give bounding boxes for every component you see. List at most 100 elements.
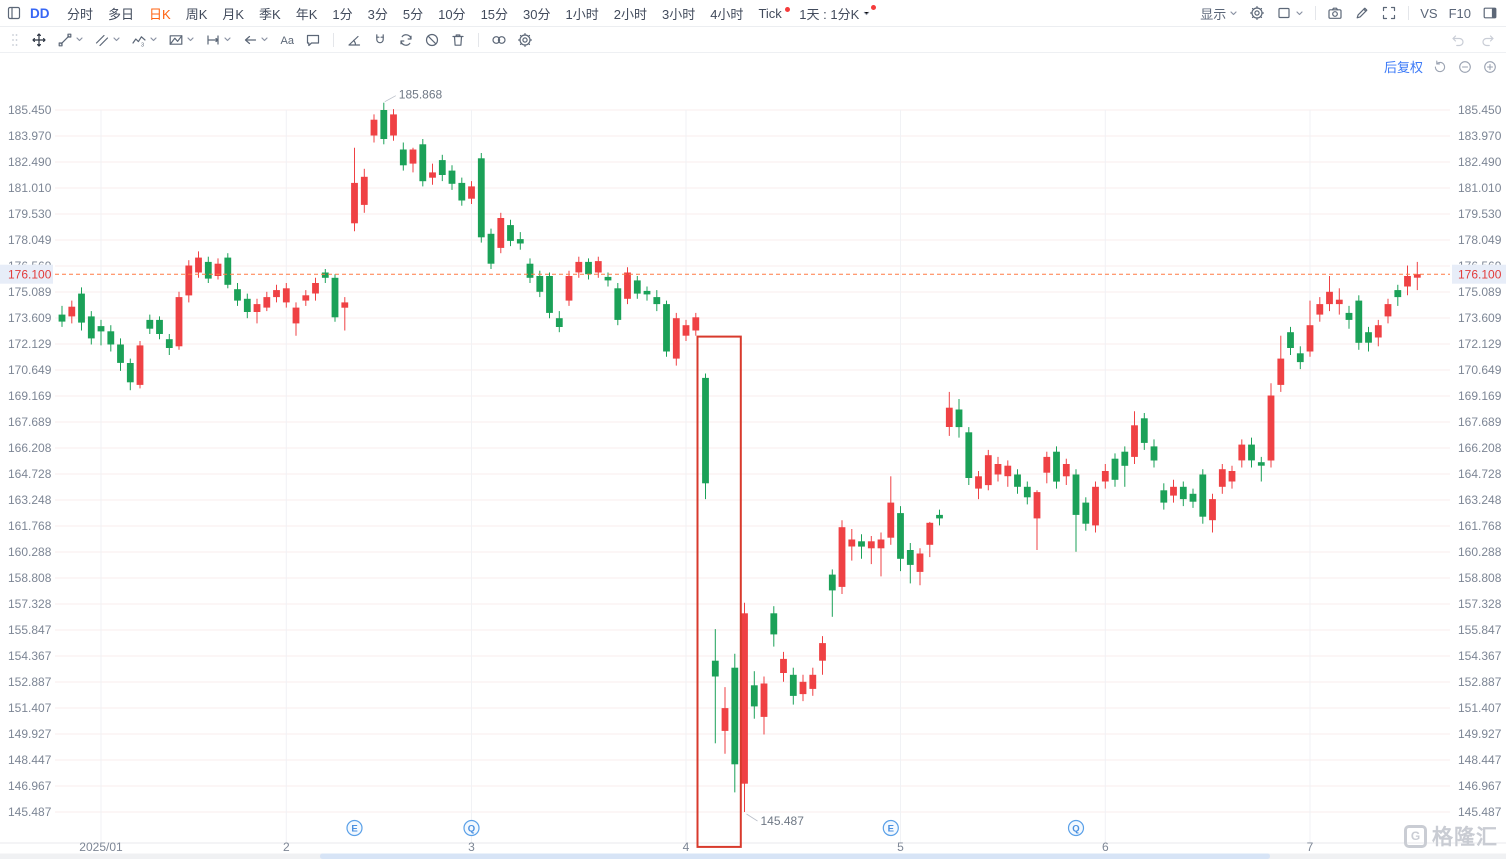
candle (633, 280, 641, 294)
candlesticks[interactable] (58, 102, 1421, 812)
candle (711, 660, 719, 677)
svg-text:4: 4 (683, 840, 690, 854)
hide-drawings-tool[interactable] (419, 32, 445, 48)
divider (1315, 6, 1317, 20)
timeframe-3[interactable]: 日K (149, 6, 171, 22)
camera-icon (1327, 5, 1343, 21)
timeframe-6[interactable]: 季K (259, 6, 281, 22)
ban-icon (424, 32, 440, 48)
pattern-tool[interactable] (163, 32, 200, 48)
indicator-settings-button[interactable] (1249, 5, 1265, 21)
timeframe-4[interactable]: 周K (185, 6, 208, 22)
candle (234, 289, 241, 301)
arrow-tool[interactable] (237, 32, 274, 48)
candle (1092, 486, 1099, 526)
candle (692, 317, 700, 331)
chart-style-button[interactable] (1276, 5, 1304, 21)
svg-text:175.089: 175.089 (8, 285, 52, 299)
channel-tool[interactable] (89, 32, 126, 48)
timeframe-7[interactable]: 年K (295, 6, 318, 22)
event-marker-E (882, 819, 899, 837)
timeframe-12[interactable]: 15分 (480, 6, 509, 22)
watermark: G 格隆汇 (1404, 821, 1498, 851)
trend-line-tool[interactable] (52, 32, 89, 48)
custom-timeframe-button[interactable]: 1天 : 1分K (789, 4, 877, 23)
divider (1408, 6, 1410, 20)
right-panel-button[interactable] (1482, 5, 1498, 21)
timeframe-5[interactable]: 月K (222, 6, 245, 22)
layout-panel-icon[interactable] (6, 5, 22, 21)
chart-scrollbar[interactable] (0, 853, 1506, 859)
candlestick-chart[interactable]: 后复权 G 格隆汇 185.450 183.970 182.490 181.010 17… (0, 53, 1506, 859)
undo-icon[interactable] (1450, 32, 1466, 48)
cursor-tool[interactable] (26, 32, 52, 48)
timeframe-11[interactable]: 10分 (438, 6, 466, 22)
annotate-button[interactable] (1354, 5, 1370, 21)
candle (575, 261, 583, 273)
svg-text:163.248: 163.248 (1458, 493, 1502, 507)
svg-text:151.407: 151.407 (8, 701, 52, 715)
candle (897, 513, 904, 559)
wave-tool[interactable]: 3 (126, 32, 163, 48)
candle (848, 539, 856, 547)
svg-text:148.447: 148.447 (1458, 753, 1502, 767)
candle (702, 377, 709, 484)
drag-handle-icon[interactable] (2, 32, 26, 48)
candle (760, 683, 768, 717)
draw-settings-tool[interactable] (512, 32, 538, 48)
timeframe-8[interactable]: 1分 (332, 6, 353, 22)
compare-button[interactable]: VS (1420, 6, 1437, 21)
candle (1267, 395, 1275, 461)
timeframe-14[interactable]: 1小时 (565, 6, 599, 22)
svg-text:179.530: 179.530 (8, 207, 52, 221)
magnet-tool[interactable] (367, 32, 393, 48)
svg-text:3: 3 (141, 42, 144, 48)
candle (1404, 276, 1411, 287)
timeframe-2[interactable]: 多日 (108, 6, 135, 22)
timeframe-17[interactable]: 4小时 (710, 6, 744, 22)
symbol-label[interactable]: DD (30, 5, 50, 21)
continuous-draw-tool[interactable] (393, 32, 419, 48)
svg-text:161.768: 161.768 (1458, 519, 1502, 533)
timeframe-18[interactable]: Tick (751, 6, 791, 21)
svg-text:2: 2 (283, 840, 290, 854)
candle (146, 319, 154, 329)
screenshot-button[interactable] (1327, 5, 1343, 21)
candle (1248, 444, 1255, 461)
zoom-in-icon[interactable] (1482, 59, 1498, 75)
timeframe-15[interactable]: 2小时 (613, 6, 647, 22)
candle (429, 172, 436, 178)
timeframe-16[interactable]: 3小时 (661, 6, 696, 22)
candle (906, 550, 914, 565)
text-tool[interactable]: Aa (274, 32, 300, 48)
f10-button[interactable]: F10 (1449, 6, 1471, 21)
candle (1384, 304, 1392, 317)
timeframe-13[interactable]: 30分 (523, 6, 551, 22)
redo-icon[interactable] (1480, 32, 1496, 48)
measure-tool[interactable] (200, 32, 237, 48)
candle (750, 685, 758, 707)
reset-zoom-icon[interactable] (1432, 59, 1448, 75)
gear-icon (1249, 5, 1265, 21)
delete-drawings-tool[interactable] (445, 32, 471, 48)
candle (1014, 474, 1021, 487)
display-menu-button[interactable]: 显示 (1200, 4, 1238, 23)
text-icon: Aa (279, 32, 295, 48)
zoom-out-icon[interactable] (1457, 59, 1473, 75)
timeframe-10[interactable]: 5分 (402, 6, 424, 22)
svg-text:175.089: 175.089 (1458, 285, 1502, 299)
svg-text:158.808: 158.808 (8, 571, 52, 585)
annotation-rectangle[interactable] (696, 335, 742, 848)
price-adjustment-button[interactable]: 后复权 (1383, 60, 1423, 75)
candle (1043, 456, 1051, 473)
candle (536, 276, 544, 292)
fullscreen-button[interactable] (1381, 5, 1397, 21)
overlay-compare-tool[interactable] (486, 32, 512, 48)
timeframe-9[interactable]: 3分 (367, 6, 388, 22)
comment-tool[interactable] (300, 32, 326, 48)
angle-tool[interactable] (341, 32, 367, 48)
timeframe-1[interactable]: 分时 (67, 6, 94, 22)
divider (478, 32, 479, 47)
